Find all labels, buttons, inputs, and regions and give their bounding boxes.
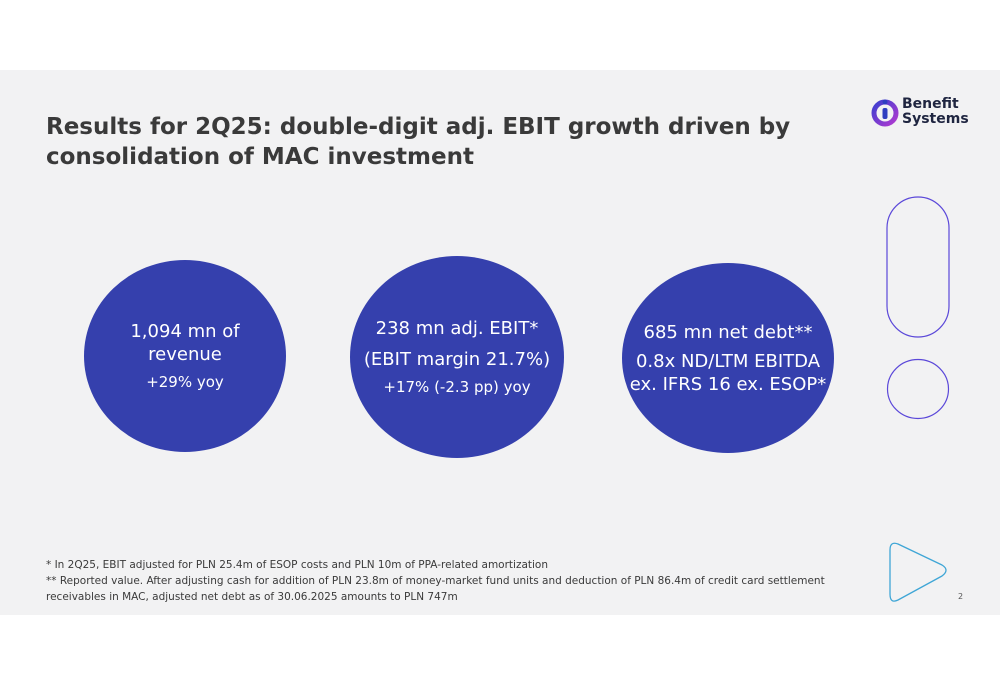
title-line-1: Results for 2Q25: double-digit adj. EBIT…	[46, 114, 791, 140]
kpi-circle-revenue: 1,094 mn of revenue +29% yoy	[84, 260, 286, 452]
kpi-revenue-line-2: revenue	[148, 344, 222, 365]
rounded-pill-outline-icon	[886, 196, 950, 338]
logo-text: Benefit Systems	[902, 97, 969, 127]
play-triangle-outline-icon	[889, 542, 947, 602]
footnote-2: ** Reported value. After adjusting cash …	[46, 575, 825, 603]
circle-outline-icon	[886, 358, 950, 420]
slide: Results for 2Q25: double-digit adj. EBIT…	[0, 70, 1000, 615]
kpi-circle-net-debt: 685 mn net debt** 0.8x ND/LTM EBITDA ex.…	[622, 263, 834, 453]
footnote-1: * In 2Q25, EBIT adjusted for PLN 25.4m o…	[46, 559, 549, 571]
page-number: 2	[958, 592, 964, 601]
benefit-systems-logo-icon	[871, 99, 899, 127]
company-logo: Benefit Systems	[870, 96, 980, 130]
kpi-revenue-growth: +29% yoy	[146, 373, 224, 391]
title-line-2: consolidation of MAC investment	[46, 144, 474, 170]
kpi-ebit-growth: +17% (-2.3 pp) yoy	[383, 378, 531, 396]
kpi-ebit-margin: (EBIT margin 21.7%)	[363, 349, 551, 370]
footnotes: * In 2Q25, EBIT adjusted for PLN 25.4m o…	[46, 557, 876, 605]
kpi-net-debt-line-3: ex. IFRS 16 ex. ESOP*	[629, 373, 827, 395]
kpi-net-debt-line-1: 685 mn net debt**	[643, 321, 813, 343]
kpi-circle-ebit: 238 mn adj. EBIT* (EBIT margin 21.7%) +1…	[350, 256, 564, 458]
kpi-ebit-line-1: 238 mn adj. EBIT*	[375, 318, 539, 339]
logo-line-2: Systems	[902, 111, 969, 127]
logo-line-1: Benefit	[902, 96, 959, 112]
kpi-revenue-line-1: 1,094 mn of	[130, 321, 240, 342]
kpi-net-debt-line-2: 0.8x ND/LTM EBITDA	[635, 350, 821, 372]
slide-title: Results for 2Q25: double-digit adj. EBIT…	[46, 112, 826, 172]
